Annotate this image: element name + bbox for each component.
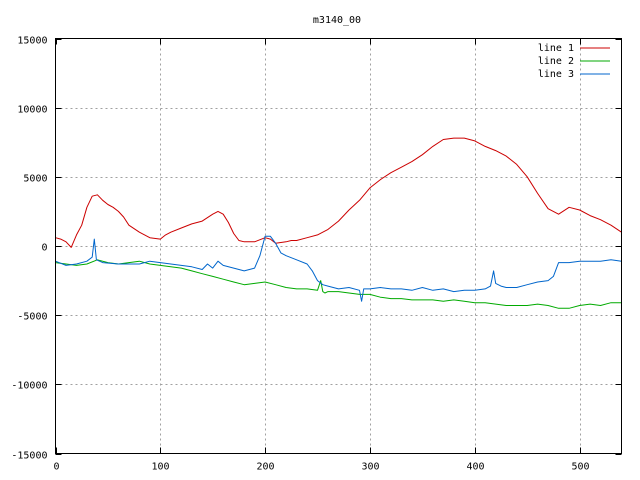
series-line-2 xyxy=(55,259,622,309)
y-tick-label: -15000 xyxy=(11,451,47,462)
y-tick-label: 0 xyxy=(41,243,47,254)
y-tick-label: -10000 xyxy=(11,381,47,392)
legend-label-2: line 2 xyxy=(538,56,574,67)
y-tick-label: 5000 xyxy=(23,174,47,185)
y-tick-label: 10000 xyxy=(17,105,47,116)
series-lines xyxy=(55,137,622,309)
grid xyxy=(55,38,622,454)
x-tick-label: 300 xyxy=(361,462,379,473)
x-tick-label: 200 xyxy=(256,462,274,473)
legend: line 1 line 2 line 3 xyxy=(538,43,610,80)
x-tick-label: 400 xyxy=(466,462,484,473)
legend-label-3: line 3 xyxy=(538,69,574,80)
y-tick-label: 15000 xyxy=(17,36,47,47)
x-tick-label: 500 xyxy=(571,462,589,473)
y-tick-label: -5000 xyxy=(17,312,47,323)
axis-ticks: 0 100 200 300 400 500 -15000 -10000 -5000 0 5000 10… xyxy=(11,36,622,473)
series-line-3 xyxy=(55,235,622,302)
x-tick-label: 0 xyxy=(53,462,59,473)
legend-label-1: line 1 xyxy=(538,43,574,54)
chart-title: m3140_00 xyxy=(313,15,361,26)
x-tick-label: 100 xyxy=(151,462,169,473)
series-line-1 xyxy=(55,137,622,248)
